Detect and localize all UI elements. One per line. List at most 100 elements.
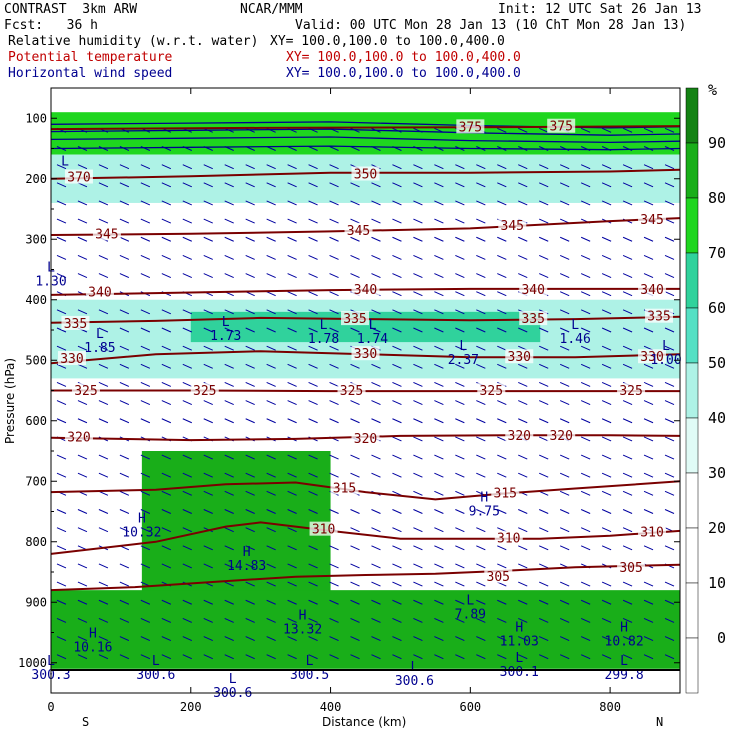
wind-vector	[434, 327, 444, 333]
wind-vector	[622, 617, 633, 623]
wind-vector	[497, 563, 507, 569]
wind-vector	[161, 617, 172, 623]
wind-vector	[140, 563, 151, 569]
wind-vector	[539, 363, 549, 369]
wind-contour-40	[51, 128, 680, 136]
wind-vector	[140, 617, 151, 623]
wind-vector	[455, 563, 465, 569]
wind-vector	[539, 563, 549, 569]
wind-vector	[434, 599, 444, 605]
wind-vector	[119, 254, 130, 260]
wind-vector	[601, 599, 612, 605]
wind-vector	[161, 273, 172, 279]
wind-vector	[329, 654, 339, 660]
wind-vector	[56, 381, 67, 387]
theta-contour-label: 320	[508, 429, 531, 444]
wind-vector	[77, 581, 88, 587]
wind-vector	[77, 563, 88, 569]
wind-vector	[580, 254, 591, 260]
wind-vector	[140, 200, 151, 206]
wind-vector	[140, 400, 151, 406]
wind-vector	[329, 472, 339, 478]
wind-vector	[161, 490, 172, 496]
wind-vector	[518, 563, 528, 569]
wind-vector	[329, 200, 339, 206]
wind-vector	[266, 617, 276, 623]
wind-vector	[476, 654, 486, 660]
wind-vector	[455, 581, 465, 587]
wind-vector	[413, 273, 423, 279]
extremum-kind: L	[61, 155, 69, 170]
wind-vector	[434, 236, 444, 242]
wind-vector	[622, 273, 633, 279]
wind-vector	[664, 436, 675, 442]
wind-vector	[413, 381, 423, 387]
wind-vector	[413, 617, 423, 623]
wind-vector	[601, 400, 612, 406]
wind-vector	[434, 218, 444, 224]
theta-label-bg	[92, 226, 121, 241]
wind-vector	[622, 436, 633, 442]
extremum-kind: L	[152, 654, 160, 669]
wind-vector	[371, 327, 381, 333]
extremum-kind: L	[96, 327, 104, 342]
wind-vector	[518, 254, 528, 260]
wind-vector	[224, 236, 234, 242]
wind-vector	[203, 454, 213, 460]
wind-vector	[580, 400, 591, 406]
wind-vector	[518, 472, 528, 478]
wind-vector	[413, 581, 423, 587]
wind-vector	[455, 381, 465, 387]
wind-vector	[643, 654, 654, 660]
wind-vector	[580, 527, 591, 533]
wind-vector	[643, 636, 654, 642]
wind-vector	[182, 490, 192, 496]
wind-vector	[622, 527, 633, 533]
theta-label-bg	[344, 222, 373, 237]
wind-vector	[518, 400, 528, 406]
wind-vector	[518, 236, 528, 242]
wind-vector	[287, 400, 297, 406]
wind-vector	[329, 363, 339, 369]
wind-vector	[434, 291, 444, 297]
wind-vector	[559, 200, 570, 206]
wind-vector	[287, 599, 297, 605]
wind-vector	[392, 182, 402, 188]
wind-vector	[119, 509, 130, 514]
wind-vector	[350, 617, 360, 623]
wind-vector	[392, 527, 402, 533]
wind-vector	[413, 182, 423, 188]
wind-vector	[434, 472, 444, 478]
wind-vector	[308, 509, 318, 514]
wind-vector	[580, 327, 591, 333]
wind-vector	[203, 309, 213, 315]
wind-vector	[350, 527, 360, 533]
wind-vector	[664, 200, 675, 206]
theta-contour-label: 340	[640, 283, 663, 298]
wind-vector	[350, 182, 360, 188]
theta-contour-label: 305	[487, 570, 510, 585]
axes: 100 200 300 400 500 600 700 800 900 1000 0 200 400 60…	[18, 88, 680, 714]
wind-vector	[56, 527, 67, 533]
wind-vector	[77, 273, 88, 279]
wind-vector	[518, 527, 528, 533]
wind-vector	[245, 527, 255, 533]
wind-vector	[203, 164, 213, 170]
wind-vector	[224, 581, 234, 587]
wind-vector	[308, 309, 318, 315]
colorbar-tick-label: 10	[708, 574, 726, 592]
theta-contour-label: 325	[340, 384, 363, 399]
wind-vector	[497, 509, 507, 514]
wind-vector	[140, 309, 151, 315]
wind-vector	[664, 164, 675, 170]
theta-contour-label: 315	[494, 486, 517, 501]
wind-vector	[559, 236, 570, 242]
wind-vector	[245, 545, 255, 551]
wind-vector	[350, 418, 360, 424]
theta-label-bg	[337, 383, 366, 398]
wind-contour-50	[51, 121, 680, 129]
wind-vector	[392, 273, 402, 279]
wind-vector	[664, 636, 675, 642]
wind-vector	[580, 545, 591, 551]
wind-vector	[182, 509, 192, 514]
